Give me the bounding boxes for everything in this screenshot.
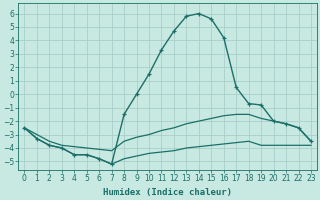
X-axis label: Humidex (Indice chaleur): Humidex (Indice chaleur) xyxy=(103,188,232,197)
